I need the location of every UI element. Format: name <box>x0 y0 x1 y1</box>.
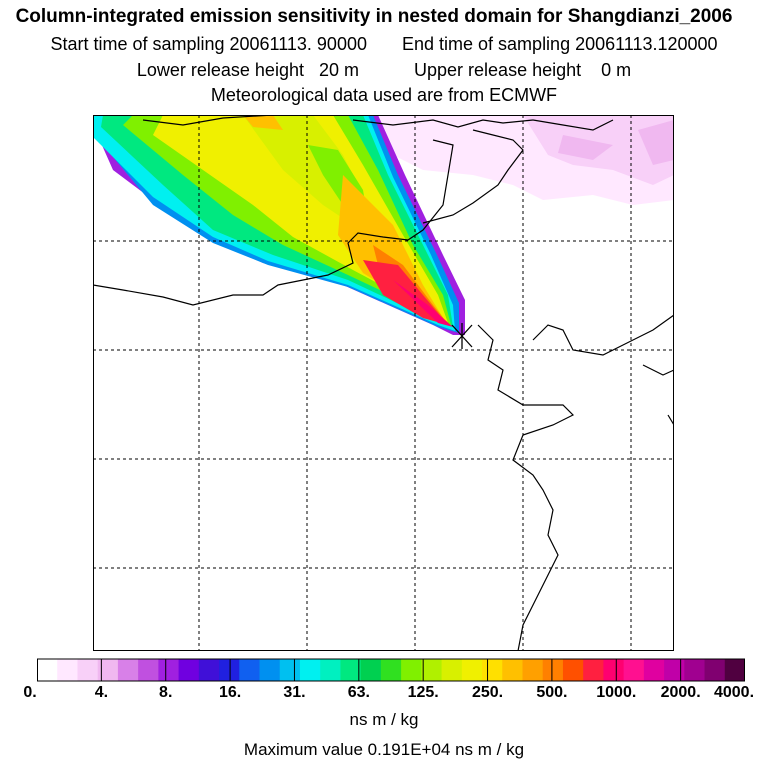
colorbar-segment <box>57 659 78 681</box>
coastlines <box>93 115 674 651</box>
colorbar-segment <box>583 659 604 681</box>
colorbar-segment <box>360 659 382 681</box>
colorbar-segment <box>724 659 745 681</box>
colorbar-segment <box>320 659 341 681</box>
colorbar-tick-label: 8. <box>159 684 173 701</box>
colorbar-tick-label: 1000. <box>596 684 637 701</box>
end-sampling-label: End time of sampling 20061113.120000 <box>402 34 718 54</box>
sampling-times: Start time of sampling 20061113. 90000 E… <box>0 34 768 55</box>
colorbar-tick-label: 125. <box>407 684 439 701</box>
colorbar-segment <box>77 659 99 681</box>
colorbar-segment <box>401 659 422 681</box>
colorbar-segment <box>562 659 584 681</box>
colorbar-segment <box>279 659 301 681</box>
colorbar-tick-label: 250. <box>471 684 504 701</box>
colorbar-segment <box>502 659 523 681</box>
colorbar-tick-label: 4000. <box>713 684 755 701</box>
colorbar-segment <box>178 659 200 681</box>
sensitivity-map <box>93 115 674 651</box>
colorbar-tick-label: 16. <box>218 684 242 701</box>
maximum-value-label: Maximum value 0.191E+04 ns m / kg <box>243 740 525 759</box>
colorbar-segment <box>482 659 503 681</box>
colorbar-segment <box>704 659 726 681</box>
sensitivity-field-faint <box>363 115 674 205</box>
start-sampling-label: Start time of sampling 20061113. 90000 <box>50 34 367 54</box>
colorbar-tick-label: 31. <box>283 684 306 701</box>
colorbar-segment <box>198 659 220 681</box>
colorbar-tick-label: 500. <box>536 684 568 701</box>
colorbar-segment <box>522 659 544 681</box>
colorbar-segment <box>643 659 665 681</box>
colorbar-segment <box>117 659 139 681</box>
upper-release-label: Upper release height 0 m <box>414 60 632 80</box>
lower-release-label: Lower release height 20 m <box>136 60 359 80</box>
release-point-cross-icon <box>451 323 473 349</box>
colorbar-units: ns m / kg <box>349 710 419 729</box>
colorbar-segment <box>138 659 159 681</box>
map-title: Column-integrated emission sensitivity i… <box>15 6 733 27</box>
colorbar-tick-label: 0. <box>23 684 37 701</box>
colorbar-segment <box>664 659 685 681</box>
colorbar <box>37 658 745 682</box>
sensitivity-plume <box>93 115 465 335</box>
colorbar-tick-label: 2000. <box>660 684 701 701</box>
colorbar-segment <box>542 659 564 681</box>
colorbar-segment <box>684 659 706 681</box>
colorbar-segment <box>340 659 362 681</box>
colorbar-segment <box>421 659 443 681</box>
colorbar-segment <box>299 659 321 681</box>
colorbar-segment <box>239 659 261 681</box>
colorbar-segment <box>623 659 645 681</box>
colorbar-segment <box>259 659 281 681</box>
colorbar-segment <box>37 659 58 681</box>
colorbar-segment <box>441 659 463 681</box>
colorbar-segment <box>461 659 483 681</box>
colorbar-segment <box>97 659 119 681</box>
colorbar-frame <box>37 658 745 682</box>
release-heights: Lower release height 20 m Upper release … <box>0 60 768 81</box>
colorbar-segment <box>380 659 402 681</box>
colorbar-tick-label: 63. <box>347 684 370 701</box>
colorbar-segment <box>603 659 625 681</box>
lat-lon-grid <box>93 115 674 651</box>
met-data-label: Meteorological data used are from ECMWF <box>210 85 558 105</box>
colorbar-tick-label: 4. <box>94 684 109 701</box>
colorbar-segment <box>219 659 240 681</box>
colorbar-segment <box>158 659 180 681</box>
